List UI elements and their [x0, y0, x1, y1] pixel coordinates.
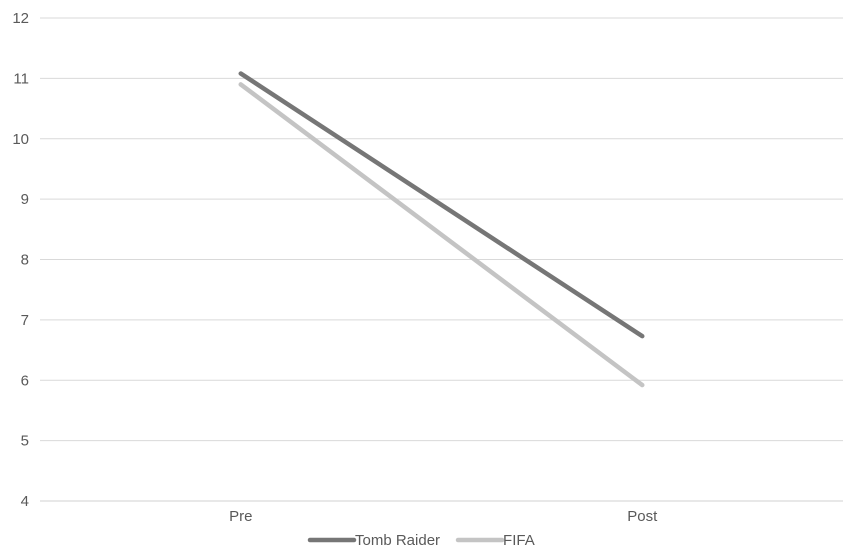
- y-tick-label: 4: [21, 493, 29, 510]
- y-tick-label: 5: [21, 433, 29, 450]
- y-tick-label: 11: [13, 70, 29, 87]
- x-axis-tick-labels: Pre Post: [229, 508, 658, 525]
- x-tick-label: Post: [627, 508, 658, 525]
- y-tick-label: 12: [12, 10, 29, 27]
- y-tick-label: 7: [21, 312, 29, 329]
- legend-label: FIFA: [503, 532, 535, 549]
- legend-label: Tomb Raider: [355, 532, 440, 549]
- y-tick-label: 10: [12, 131, 29, 148]
- y-axis-tick-labels: 12 11 10 9 8 7 6 5 4: [12, 10, 29, 510]
- y-tick-label: 8: [21, 252, 29, 269]
- legend: Tomb Raider FIFA: [307, 532, 535, 549]
- series-line-1: [238, 82, 645, 388]
- y-tick-label: 6: [21, 372, 29, 389]
- series-line-0: [238, 71, 645, 339]
- x-tick-label: Pre: [229, 508, 252, 525]
- series-lines: [238, 71, 645, 388]
- y-tick-label: 9: [21, 191, 29, 208]
- gridlines: [40, 17, 843, 502]
